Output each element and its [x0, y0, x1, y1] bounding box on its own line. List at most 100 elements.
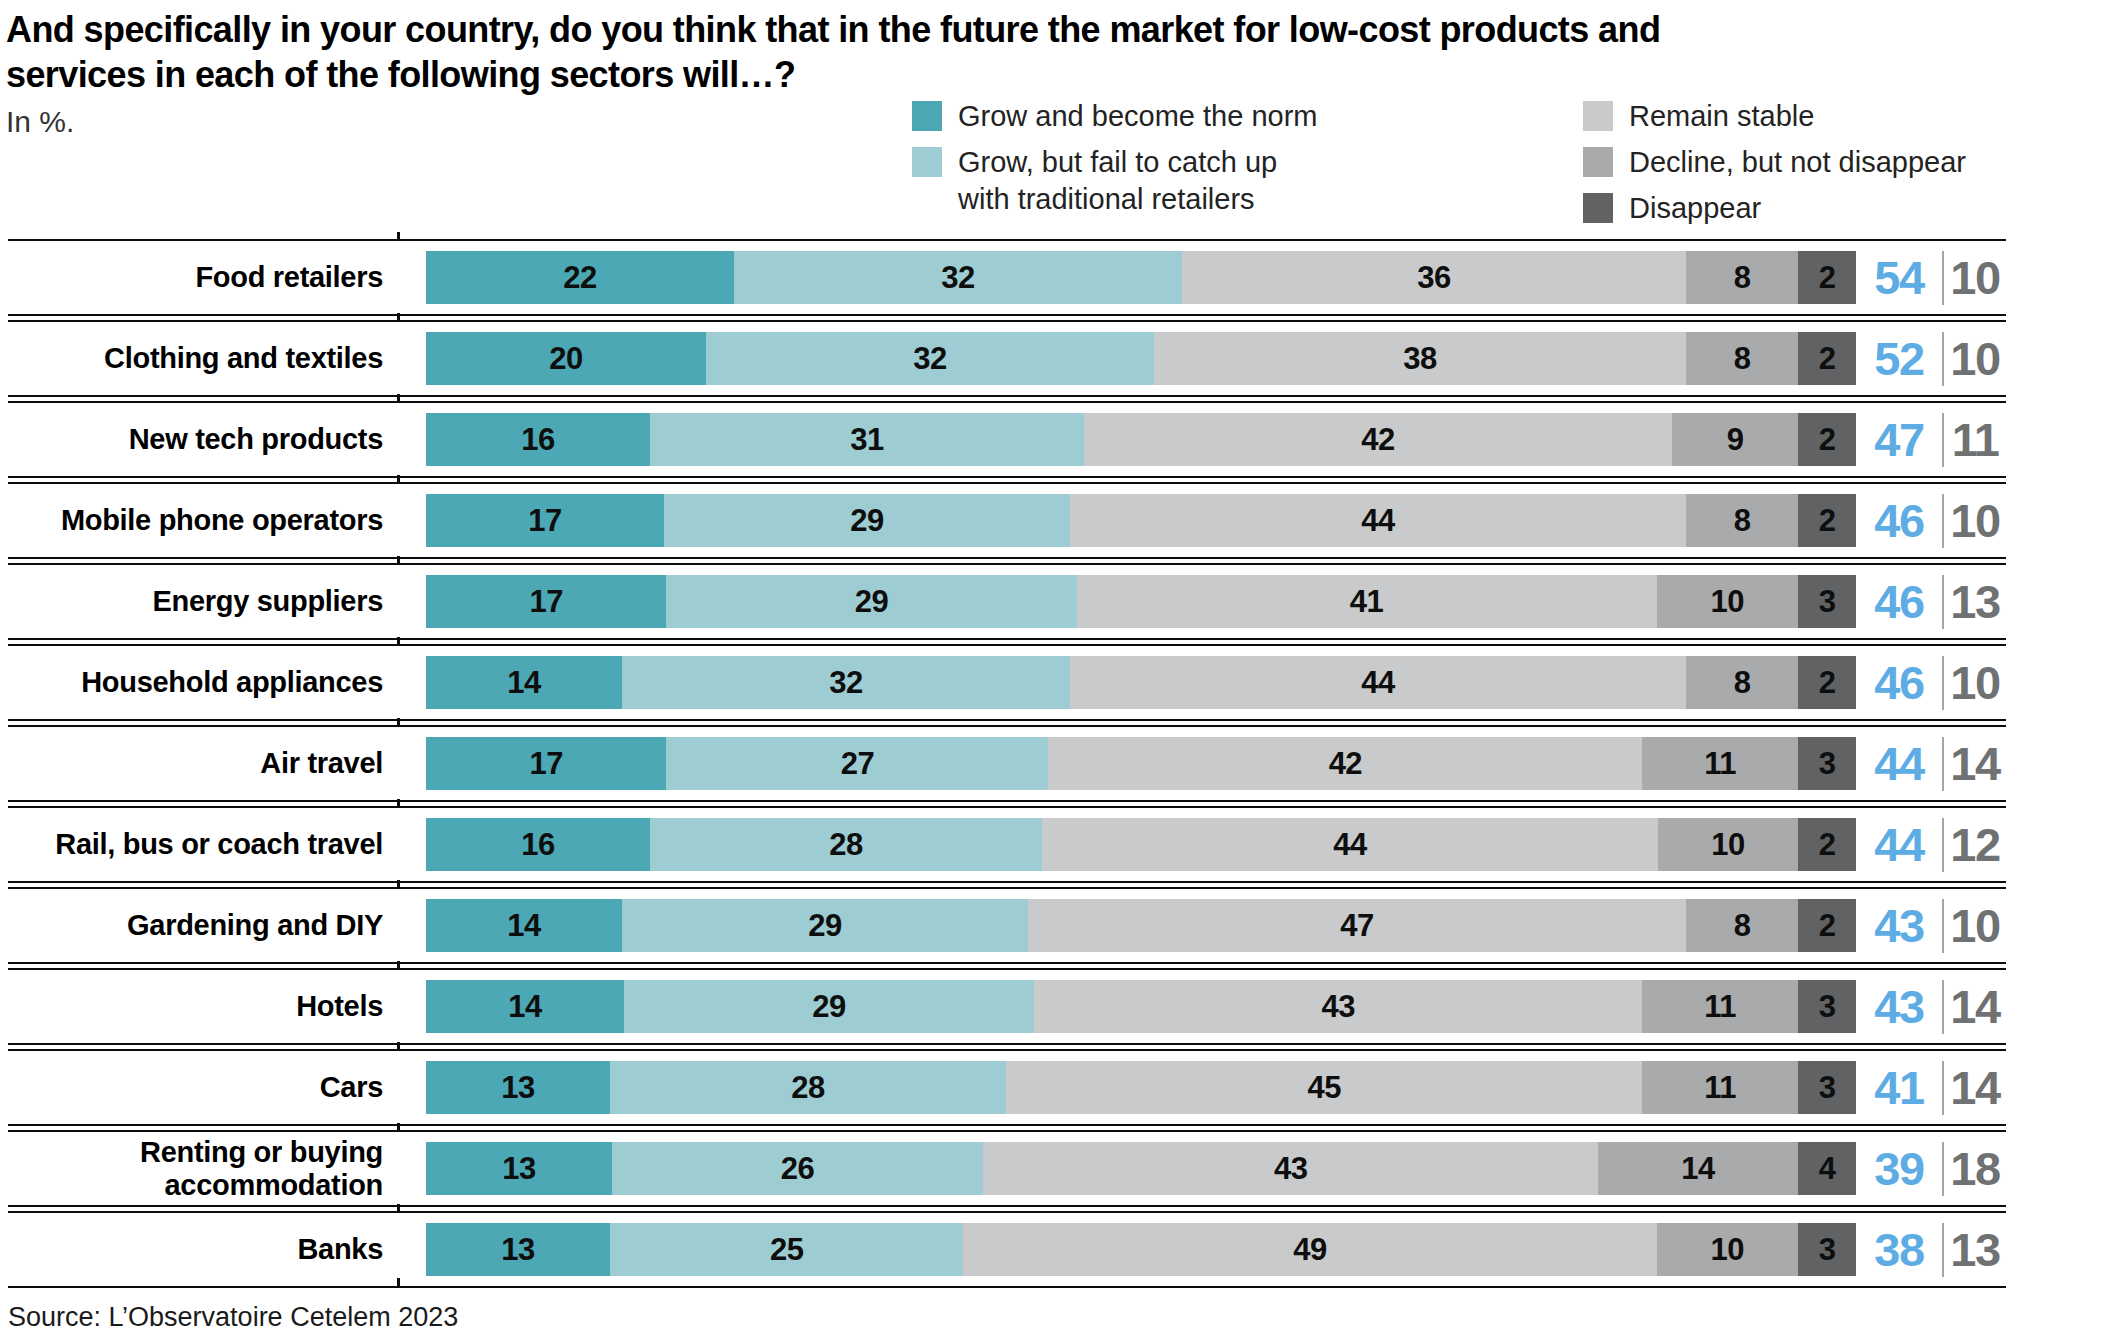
- stacked-bar: 132549103: [426, 1223, 1856, 1276]
- bar-segment: 28: [650, 818, 1042, 871]
- bar-segment: 11: [1642, 737, 1798, 790]
- bar-segment: 11: [1642, 980, 1798, 1033]
- chart-row: Gardening and DIY 14294782 43 10: [8, 887, 2006, 964]
- bar-segment: 3: [1798, 980, 1856, 1033]
- category-label: New tech products: [8, 423, 383, 456]
- total-grow-value: 47: [1856, 416, 1942, 463]
- chart-row: Food retailers 22323682 54 10: [8, 239, 2006, 316]
- total-grow-value: 46: [1856, 497, 1942, 544]
- chart-row: Mobile phone operators 17294482 46 10: [8, 482, 2006, 559]
- stacked-bar: 14324482: [426, 656, 1856, 709]
- bar-segment: 14: [426, 656, 622, 709]
- legend-decline-group: Remain stable Decline, but not disappear…: [1583, 98, 1966, 236]
- bar-segment: 13: [426, 1142, 612, 1195]
- stacked-bar: 132643144: [426, 1142, 1856, 1195]
- bar-segment: 20: [426, 332, 706, 385]
- bar-segment: 29: [664, 494, 1070, 547]
- bar-segment: 43: [1034, 980, 1642, 1033]
- category-label: Energy suppliers: [8, 585, 383, 618]
- bar-segment: 2: [1798, 251, 1856, 304]
- total-decline-value: 10: [1944, 902, 2006, 949]
- category-label: Household appliances: [8, 666, 383, 699]
- bar-segment: 45: [1006, 1061, 1643, 1114]
- total-decline-value: 12: [1944, 821, 2006, 868]
- total-grow-value: 46: [1856, 578, 1942, 625]
- bar-segment: 8: [1686, 251, 1798, 304]
- chart-row: New tech products 16314292 47 11: [8, 401, 2006, 478]
- bar-segment: 28: [610, 1061, 1006, 1114]
- category-label: Food retailers: [8, 261, 383, 294]
- stacked-bar: 16314292: [426, 413, 1856, 466]
- bar-segment: 2: [1798, 494, 1856, 547]
- bar-segment: 3: [1798, 1223, 1856, 1276]
- bar-segment: 2: [1798, 899, 1856, 952]
- total-grow-value: 46: [1856, 659, 1942, 706]
- legend-item-decline-but-not-disappear: Decline, but not disappear: [1583, 144, 1966, 181]
- chart-row: Banks 132549103 38 13: [8, 1211, 2006, 1288]
- bar-segment: 27: [666, 737, 1048, 790]
- category-label: Air travel: [8, 747, 383, 780]
- bar-segment: 14: [426, 980, 624, 1033]
- bar-segment: 2: [1798, 818, 1856, 871]
- legend-grow-group: Grow and become the norm Grow, but fail …: [912, 98, 1317, 227]
- infographic-page: And specifically in your country, do you…: [0, 0, 2125, 1337]
- category-label: Clothing and textiles: [8, 342, 383, 375]
- chart-row: Hotels 142943113 43 14: [8, 968, 2006, 1045]
- legend-label: Decline, but not disappear: [1629, 144, 1966, 181]
- bar-segment: 41: [1077, 575, 1657, 628]
- legend-color-swatch: [1583, 101, 1613, 131]
- bar-segment: 4: [1798, 1142, 1856, 1195]
- total-decline-value: 14: [1944, 1064, 2006, 1111]
- total-decline-value: 14: [1944, 983, 2006, 1030]
- bar-segment: 22: [426, 251, 734, 304]
- total-grow-value: 38: [1856, 1226, 1942, 1273]
- bar-segment: 44: [1070, 656, 1686, 709]
- chart-row: Energy suppliers 172941103 46 13: [8, 563, 2006, 640]
- legend-label-line: Decline, but not disappear: [1629, 144, 1966, 181]
- total-grow-value: 52: [1856, 335, 1942, 382]
- legend-label: Grow, but fail to catch upwith tradition…: [958, 144, 1277, 218]
- legend-label-line: Disappear: [1629, 190, 1761, 227]
- stacked-bar: 17294482: [426, 494, 1856, 547]
- category-label: Renting or buying accommodation: [8, 1136, 383, 1202]
- total-decline-value: 10: [1944, 659, 2006, 706]
- category-label: Rail, bus or coach travel: [8, 828, 383, 861]
- bar-segment: 3: [1798, 737, 1856, 790]
- bar-segment: 2: [1798, 413, 1856, 466]
- bar-segment: 29: [622, 899, 1028, 952]
- stacked-bar: 20323882: [426, 332, 1856, 385]
- bar-segment: 38: [1154, 332, 1686, 385]
- chart-title-line-1: And specifically in your country, do you…: [6, 8, 2125, 53]
- bar-segment: 14: [426, 899, 622, 952]
- bar-segment: 44: [1070, 494, 1686, 547]
- source-note: Source: L’Observatoire Cetelem 2023: [8, 1302, 2125, 1333]
- total-decline-value: 13: [1944, 578, 2006, 625]
- chart-row: Cars 132845113 41 14: [8, 1049, 2006, 1126]
- bar-segment: 29: [666, 575, 1076, 628]
- bar-segment: 8: [1686, 656, 1798, 709]
- chart-row: Rail, bus or coach travel 162844102 44 1…: [8, 806, 2006, 883]
- bar-segment: 25: [610, 1223, 964, 1276]
- legend-color-swatch: [1583, 193, 1613, 223]
- legend-item-remain-stable: Remain stable: [1583, 98, 1966, 135]
- bar-segment: 8: [1686, 494, 1798, 547]
- bar-segment: 36: [1182, 251, 1686, 304]
- stacked-bar: 132845113: [426, 1061, 1856, 1114]
- total-grow-value: 44: [1856, 821, 1942, 868]
- total-grow-value: 43: [1856, 902, 1942, 949]
- category-label: Banks: [8, 1233, 383, 1266]
- total-grow-value: 41: [1856, 1064, 1942, 1111]
- bar-segment: 16: [426, 413, 650, 466]
- legend-item-grow-and-become-the-norm: Grow and become the norm: [912, 98, 1317, 135]
- bar-segment: 3: [1798, 1061, 1856, 1114]
- bar-segment: 49: [963, 1223, 1656, 1276]
- legend-item-grow-but-fail-to-catch-up: Grow, but fail to catch upwith tradition…: [912, 144, 1317, 218]
- bar-segment: 17: [426, 575, 666, 628]
- stacked-bar: 172742113: [426, 737, 1856, 790]
- bar-segment: 32: [734, 251, 1182, 304]
- bar-segment: 31: [650, 413, 1084, 466]
- bar-segment: 10: [1658, 818, 1798, 871]
- bar-segment: 43: [983, 1142, 1598, 1195]
- category-label: Mobile phone operators: [8, 504, 383, 537]
- bar-segment: 26: [612, 1142, 984, 1195]
